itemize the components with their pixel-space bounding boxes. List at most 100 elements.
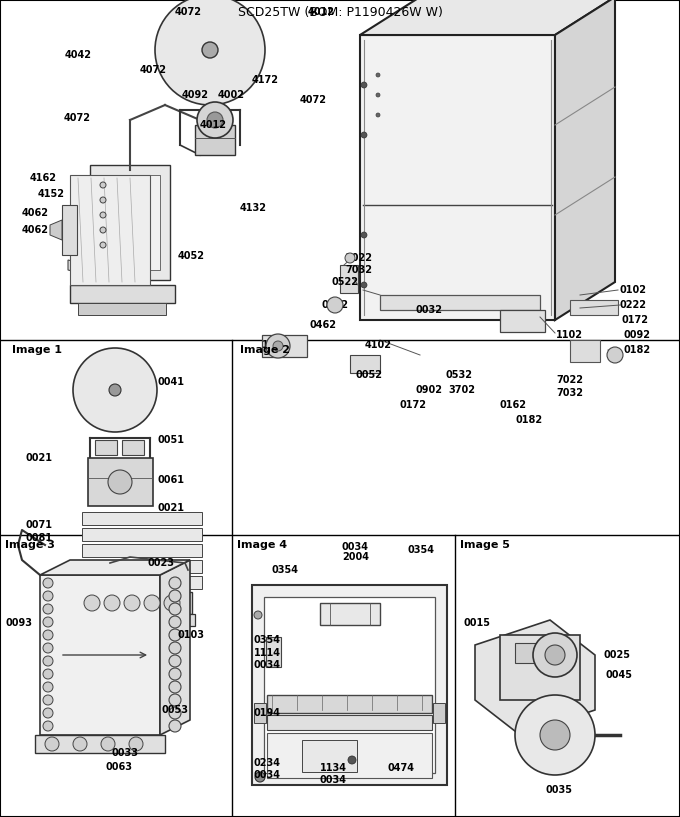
Bar	[70, 175, 150, 285]
Circle shape	[43, 708, 53, 718]
Bar	[40, 575, 160, 735]
Circle shape	[540, 720, 570, 750]
Bar	[267, 715, 432, 730]
Text: 4152: 4152	[38, 189, 65, 199]
Circle shape	[273, 341, 283, 351]
Text: SCD25TW (BOM: P1190426W W): SCD25TW (BOM: P1190426W W)	[237, 6, 443, 19]
Text: 7022: 7022	[345, 253, 372, 263]
Bar	[266, 637, 281, 667]
Text: 0051: 0051	[157, 435, 184, 445]
Text: 0045: 0045	[605, 670, 632, 680]
Circle shape	[169, 629, 181, 641]
Circle shape	[100, 242, 106, 248]
Text: 4042: 4042	[65, 50, 92, 60]
Bar	[82, 544, 202, 557]
Text: 4012: 4012	[308, 7, 335, 17]
Text: Image 5: Image 5	[460, 540, 510, 550]
Bar	[62, 205, 77, 255]
Circle shape	[169, 616, 181, 628]
Circle shape	[169, 642, 181, 654]
Circle shape	[255, 772, 265, 782]
Circle shape	[43, 669, 53, 679]
Bar	[350, 355, 380, 373]
Text: 4052: 4052	[178, 251, 205, 261]
Text: 0021: 0021	[25, 453, 52, 463]
Circle shape	[109, 384, 121, 396]
Bar	[267, 695, 432, 713]
Circle shape	[207, 112, 223, 128]
Circle shape	[73, 348, 157, 432]
Text: 0354: 0354	[272, 565, 299, 575]
Text: 0194: 0194	[254, 708, 281, 718]
Circle shape	[169, 603, 181, 615]
Text: 0052: 0052	[355, 370, 382, 380]
Circle shape	[43, 604, 53, 614]
Circle shape	[100, 227, 106, 233]
Circle shape	[144, 595, 160, 611]
Text: 7032: 7032	[345, 265, 372, 275]
Text: 4172: 4172	[252, 75, 279, 85]
Bar	[320, 603, 380, 625]
Text: 0061: 0061	[157, 475, 184, 485]
Text: 0172: 0172	[400, 400, 427, 410]
Text: 0033: 0033	[112, 748, 139, 758]
Text: 4072: 4072	[300, 95, 327, 105]
Bar	[100, 175, 160, 270]
Text: 4012: 4012	[200, 120, 227, 130]
Bar	[267, 733, 432, 778]
Circle shape	[361, 132, 367, 138]
Circle shape	[124, 595, 140, 611]
Text: 0532: 0532	[445, 370, 472, 380]
Polygon shape	[50, 220, 62, 240]
Text: Image 3: Image 3	[5, 540, 55, 550]
Bar	[360, 35, 555, 320]
Circle shape	[43, 721, 53, 731]
Bar	[380, 295, 540, 310]
Bar	[570, 340, 600, 362]
Polygon shape	[40, 560, 190, 575]
Circle shape	[73, 737, 87, 751]
Text: 0092: 0092	[624, 330, 651, 340]
Circle shape	[376, 113, 380, 117]
Text: 0063: 0063	[105, 762, 132, 772]
Text: 3702: 3702	[448, 385, 475, 395]
Circle shape	[169, 655, 181, 667]
Text: 7032: 7032	[556, 388, 583, 398]
Circle shape	[43, 643, 53, 653]
Text: 0222: 0222	[620, 300, 647, 310]
Circle shape	[43, 695, 53, 705]
Circle shape	[361, 282, 367, 288]
Bar	[433, 703, 445, 723]
Polygon shape	[68, 260, 90, 275]
Text: 0102: 0102	[620, 285, 647, 295]
Circle shape	[43, 656, 53, 666]
Circle shape	[100, 182, 106, 188]
Circle shape	[101, 737, 115, 751]
Circle shape	[345, 253, 355, 263]
Bar	[570, 300, 618, 315]
Circle shape	[607, 347, 623, 363]
Text: 4092: 4092	[182, 90, 209, 100]
Circle shape	[361, 232, 367, 238]
Text: 4162: 4162	[30, 173, 57, 183]
Bar	[515, 643, 540, 663]
Bar	[82, 512, 202, 525]
Bar	[78, 303, 166, 315]
Bar	[82, 576, 202, 589]
Bar	[70, 285, 175, 303]
Polygon shape	[555, 0, 615, 320]
Text: 0182: 0182	[515, 415, 542, 425]
Text: 0354: 0354	[254, 635, 281, 645]
Text: 0034: 0034	[254, 660, 281, 670]
Text: 0474: 0474	[387, 763, 414, 773]
Text: Image 1: Image 1	[12, 345, 62, 355]
Circle shape	[43, 591, 53, 601]
Circle shape	[266, 334, 290, 358]
Text: 4072: 4072	[140, 65, 167, 75]
Circle shape	[533, 633, 577, 677]
Circle shape	[43, 682, 53, 692]
Text: 0021: 0021	[157, 503, 184, 513]
Polygon shape	[160, 560, 190, 735]
Circle shape	[327, 297, 343, 313]
Bar	[500, 310, 545, 332]
